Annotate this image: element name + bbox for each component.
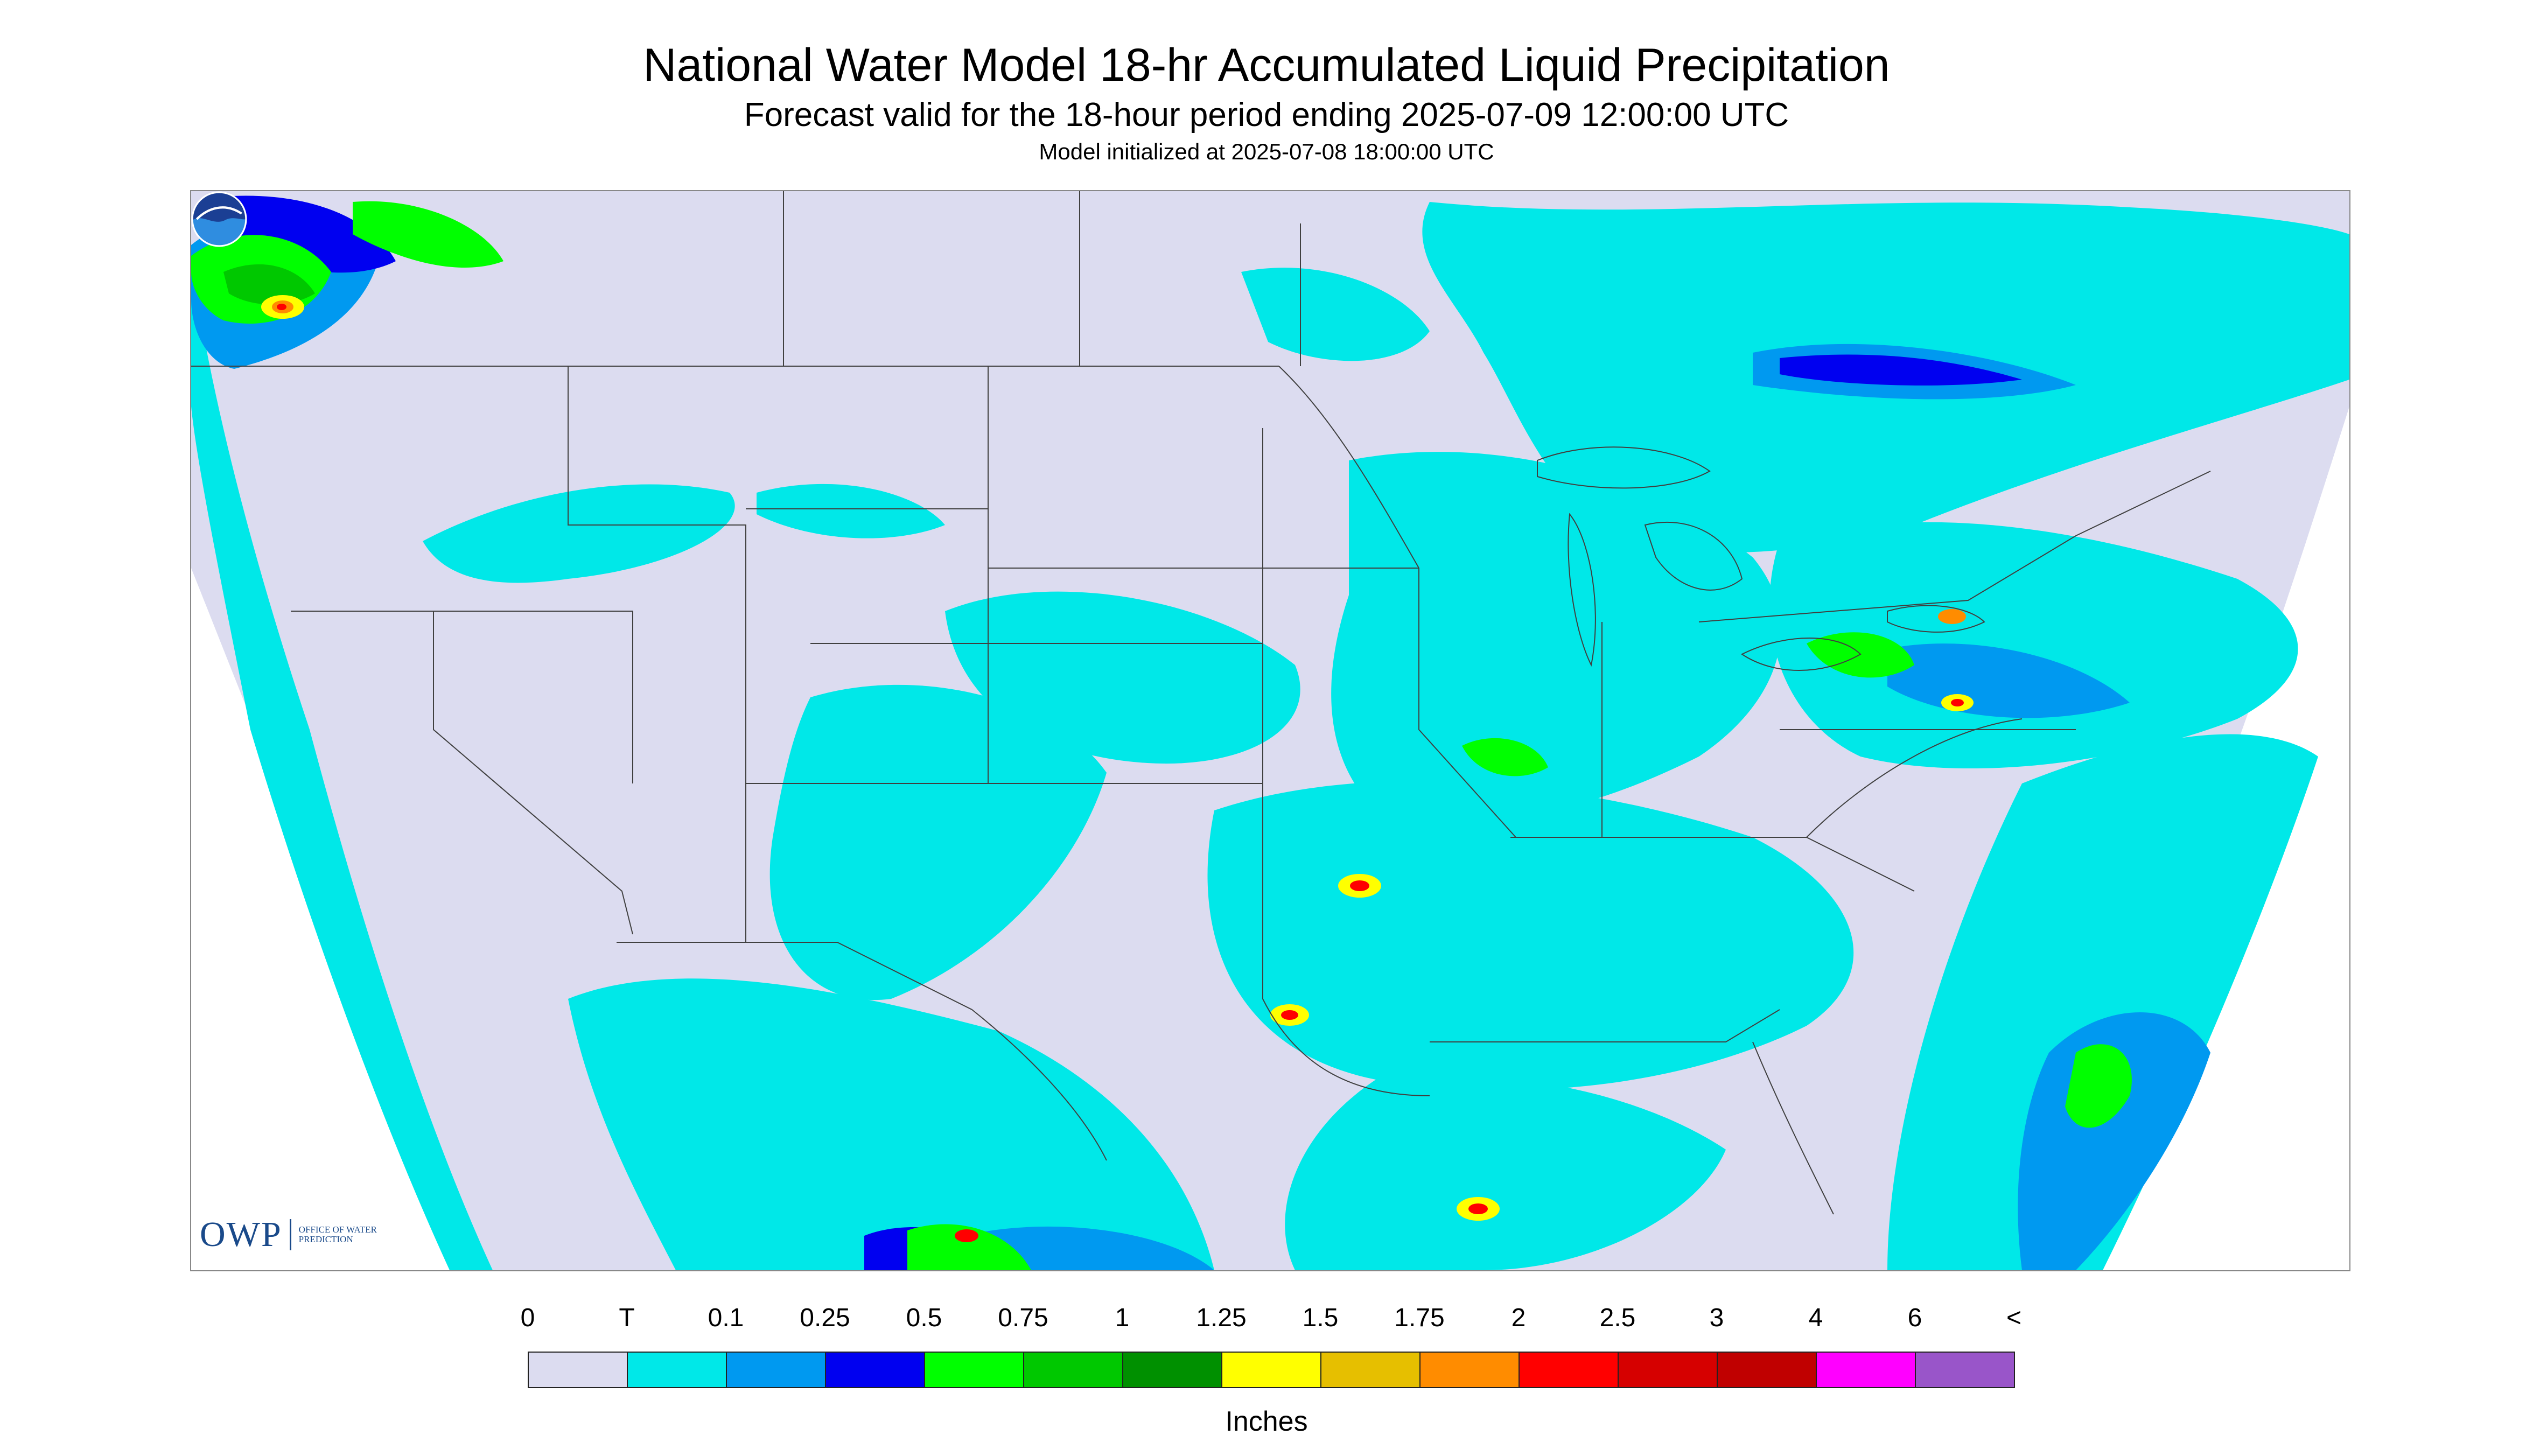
legend-labels: 0 T 0.1 0.25 0.5 0.75 1 1.25 1.5 1.75 2 2.5 3 4 6 < [0, 1303, 2533, 1335]
legend-swatch [1916, 1353, 2014, 1387]
legend-swatch [1421, 1353, 1520, 1387]
legend-tick-label: 1 [1115, 1304, 1130, 1332]
legend-tick-label: 0.1 [708, 1304, 744, 1332]
legend-swatch [1817, 1353, 1916, 1387]
legend-tick-label: 4 [1808, 1304, 1823, 1332]
legend-swatch [1321, 1353, 1421, 1387]
model-init-line: Model initialized at 2025-07-08 18:00:00… [1039, 139, 1494, 164]
legend-swatch [1520, 1353, 1619, 1387]
owp-logo-text: Office of Water Prediction [298, 1224, 377, 1244]
intense-precip-cores [261, 295, 1974, 1242]
legend-tick-label: 0.25 [800, 1304, 850, 1332]
trace-precip-regions [191, 202, 2349, 1270]
legend-tick-label: T [619, 1304, 635, 1332]
legend-swatch [925, 1353, 1024, 1387]
map-canvas [191, 191, 2349, 1270]
precipitation-map[interactable]: OWP Office of Water Prediction [190, 190, 2350, 1271]
legend-swatch [1024, 1353, 1123, 1387]
legend-tick-label: 3 [1709, 1304, 1724, 1332]
legend-tick-label: 0.5 [906, 1304, 942, 1332]
owp-logo: OWP Office of Water Prediction [200, 1214, 380, 1255]
legend-tick-label: < [2006, 1304, 2022, 1332]
map-title: National Water Model 18-hr Accumulated L… [643, 39, 1890, 91]
legend-swatch [1619, 1353, 1718, 1387]
legend-tick-label: 2.5 [1599, 1304, 1636, 1332]
political-boundaries [191, 191, 2211, 1215]
legend-tick-label: 1.75 [1394, 1304, 1445, 1332]
legend-swatch [628, 1353, 727, 1387]
legend-tick-label: 0.75 [998, 1304, 1048, 1332]
owp-logo-divider [289, 1219, 291, 1250]
great-lakes [1537, 446, 1985, 671]
map-subtitle: Forecast valid for the 18-hour period en… [744, 96, 1789, 134]
noaa-logo [191, 191, 247, 247]
legend-tick-label: 1.25 [1196, 1304, 1247, 1332]
owp-logo-mark: OWP [200, 1215, 282, 1254]
legend-swatch [1718, 1353, 1817, 1387]
legend-swatch [529, 1353, 628, 1387]
legend-swatch [727, 1353, 826, 1387]
legend-swatch [1222, 1353, 1321, 1387]
legend-tick-label: 0 [520, 1304, 535, 1332]
legend-colorbar [528, 1352, 2015, 1388]
legend-tick-label: 1.5 [1302, 1304, 1339, 1332]
legend-tick-label: 6 [1907, 1304, 1922, 1332]
legend-swatch [1123, 1353, 1222, 1387]
legend-tick-label: 2 [1511, 1304, 1526, 1332]
legend-swatch [826, 1353, 925, 1387]
legend-units: Inches [1225, 1406, 1308, 1437]
